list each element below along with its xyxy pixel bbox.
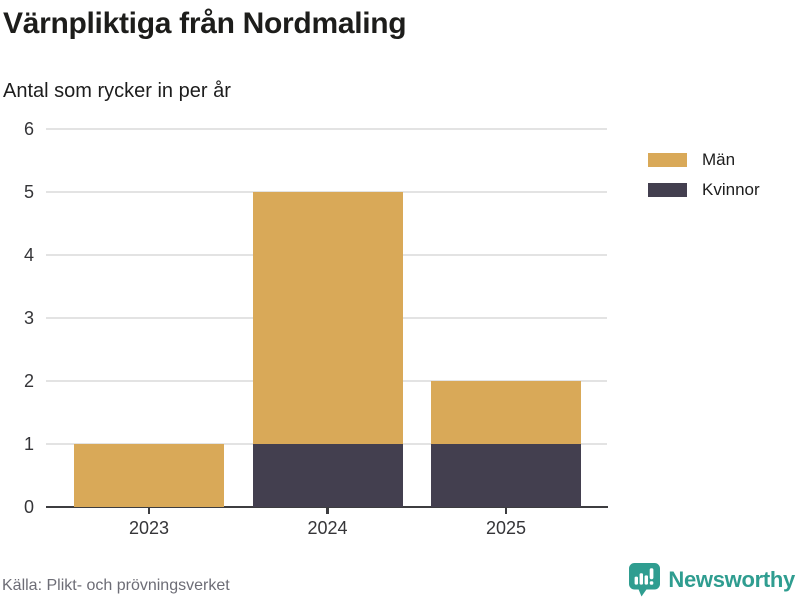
- bar-segment-män: [74, 444, 224, 507]
- x-axis-label: 2023: [128, 518, 170, 538]
- source-note: Källa: Plikt- och prövningsverket: [2, 577, 230, 594]
- x-axis-tick: [326, 507, 329, 514]
- legend-item: Män: [648, 151, 760, 168]
- y-axis-label: 5: [23, 182, 34, 202]
- y-axis-label: 3: [23, 308, 34, 328]
- legend-swatch: [648, 152, 687, 167]
- y-axis-label: 4: [23, 245, 34, 265]
- newsworthy-wordmark: Newsworthy: [668, 567, 795, 592]
- bar-2024: [252, 192, 403, 507]
- legend-swatch: [648, 182, 687, 197]
- newsworthy-logo: Newsworthy: [629, 563, 795, 597]
- bar-segment-kvinnor: [431, 444, 581, 507]
- y-axis-label: 6: [23, 119, 34, 139]
- chart-subtitle: Antal som rycker in per år: [3, 80, 231, 102]
- y-axis-label: 0: [23, 497, 34, 517]
- newsworthy-bubble-chart-icon: [629, 563, 661, 597]
- chart-title: Värnpliktiga från Nordmaling: [3, 7, 407, 40]
- legend-label: Män: [702, 150, 736, 169]
- bar-2023: [74, 444, 224, 507]
- x-axis-label: 2025: [485, 518, 527, 538]
- bar-segment-män: [252, 192, 403, 444]
- x-axis-tick: [147, 507, 151, 514]
- legend-label: Kvinnor: [702, 180, 760, 199]
- x-axis-tick: [504, 507, 508, 514]
- legend: Män Kvinnor: [648, 151, 760, 211]
- bar-segment-män: [431, 381, 581, 444]
- gridline: [46, 128, 607, 130]
- bar-segment-kvinnor: [252, 444, 403, 507]
- legend-item: Kvinnor: [648, 181, 760, 198]
- x-axis-label: 2024: [307, 518, 348, 538]
- y-axis-label: 1: [23, 434, 34, 454]
- bar-2025: [431, 381, 581, 507]
- y-axis-label: 2: [23, 371, 34, 391]
- plot-area: 0 1 2 3 4 5 6 2023 2024 2025: [24, 119, 608, 538]
